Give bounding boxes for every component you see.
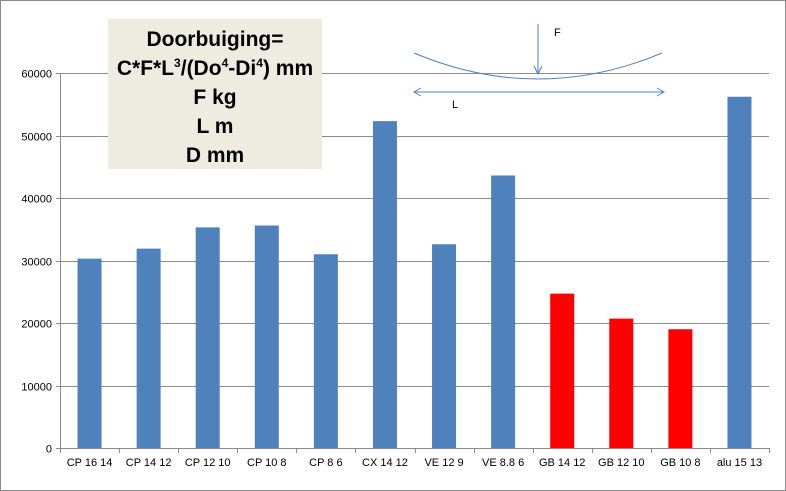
bar bbox=[136, 248, 161, 448]
bar bbox=[432, 244, 457, 448]
length-arrow-right-head bbox=[656, 87, 666, 97]
deflection-diagram bbox=[412, 24, 666, 97]
formula-line-length-unit: L m bbox=[196, 115, 234, 138]
length-label: L bbox=[452, 99, 458, 111]
x-category-label: CP 12 10 bbox=[185, 457, 231, 469]
bar bbox=[727, 96, 752, 448]
x-category-label: GB 10 8 bbox=[660, 457, 700, 469]
axis-layer bbox=[56, 73, 770, 453]
x-category-label: CP 14 12 bbox=[126, 457, 172, 469]
deflected-beam-curve bbox=[413, 52, 663, 80]
x-category-label: CP 10 8 bbox=[247, 457, 287, 469]
y-tick-label: 10000 bbox=[21, 382, 52, 394]
y-tick-label: 30000 bbox=[21, 257, 52, 269]
bar bbox=[195, 227, 220, 448]
x-category-label: VE 8.8 6 bbox=[482, 457, 524, 469]
label-layer: 0 10000 20000 30000 40000 50000 60000 CP 16 14 C… bbox=[21, 69, 762, 470]
bar bbox=[313, 254, 338, 448]
bar-layer bbox=[77, 96, 752, 448]
bar bbox=[254, 225, 279, 448]
formula-line-deflection: Doorbuiging= bbox=[146, 28, 284, 51]
y-tick-label: 60000 bbox=[21, 69, 52, 81]
formula-line-force-unit: F kg bbox=[193, 86, 237, 109]
x-category-label: GB 12 10 bbox=[598, 457, 644, 469]
bar bbox=[491, 175, 516, 448]
bar bbox=[77, 258, 102, 448]
y-tick-label: 0 bbox=[46, 444, 52, 456]
force-arrow-head bbox=[533, 65, 543, 76]
formula-annotation-box: Doorbuiging= C*F*L3/(Do4-Di4) mm F kg L … bbox=[108, 19, 322, 169]
bar bbox=[550, 293, 575, 448]
y-tick-label: 20000 bbox=[21, 319, 52, 331]
bar bbox=[609, 318, 634, 448]
formula-line-diameter-unit: D mm bbox=[185, 144, 245, 167]
formula-line-equation: C*F*L3/(Do4-Di4) mm bbox=[116, 56, 314, 80]
force-label: F bbox=[554, 27, 561, 39]
x-category-label: CX 14 12 bbox=[362, 457, 408, 469]
x-category-label: CP 8 6 bbox=[309, 457, 342, 469]
bar bbox=[668, 329, 693, 448]
y-tick-label: 40000 bbox=[21, 194, 52, 206]
bar bbox=[372, 121, 397, 448]
length-arrow-left-head bbox=[412, 87, 422, 97]
x-category-label: GB 14 12 bbox=[539, 457, 585, 469]
y-tick-label: 50000 bbox=[21, 132, 52, 144]
x-category-label: alu 15 13 bbox=[717, 457, 762, 469]
x-category-label: VE 12 9 bbox=[424, 457, 463, 469]
x-category-label: CP 16 14 bbox=[67, 457, 113, 469]
